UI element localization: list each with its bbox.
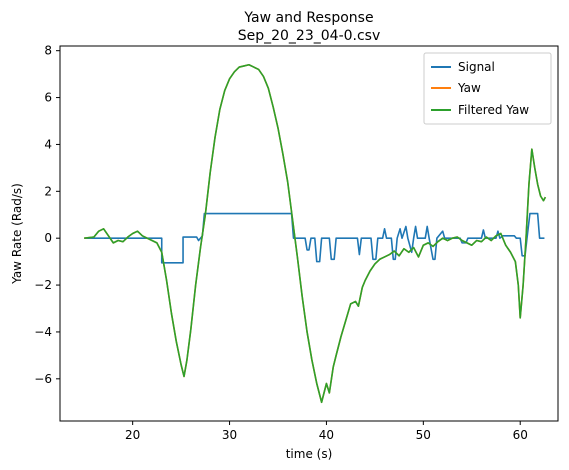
legend-label-filtered-yaw: Filtered Yaw bbox=[458, 103, 529, 117]
y-tick-label: 4 bbox=[44, 137, 52, 151]
legend-box bbox=[423, 52, 552, 125]
legend-label-yaw: Yaw bbox=[457, 81, 481, 95]
x-tick-label: 30 bbox=[222, 428, 237, 442]
y-axis-label: Yaw Rate (Rad/s) bbox=[10, 183, 24, 285]
y-axis: −6 −4 −2 0 2 4 6 8 bbox=[34, 44, 60, 386]
filtered-yaw-line bbox=[84, 63, 547, 404]
x-tick-label: 40 bbox=[319, 428, 334, 442]
legend-label-signal: Signal bbox=[458, 60, 495, 74]
y-tick-label: −6 bbox=[34, 372, 52, 386]
x-axis: 20 30 40 50 60 bbox=[125, 421, 528, 442]
y-tick-label: −2 bbox=[34, 278, 52, 292]
legend: Signal Yaw Filtered Yaw bbox=[423, 52, 552, 125]
signal-line bbox=[84, 212, 545, 264]
x-tick-label: 60 bbox=[513, 428, 528, 442]
y-tick-label: 6 bbox=[44, 91, 52, 105]
x-axis-label: time (s) bbox=[286, 447, 333, 461]
y-tick-label: 2 bbox=[44, 184, 52, 198]
y-tick-label: 0 bbox=[44, 231, 52, 245]
axes-frame bbox=[59, 45, 559, 422]
x-tick-label: 20 bbox=[125, 428, 140, 442]
y-tick-label: 8 bbox=[44, 44, 52, 58]
plot-area bbox=[84, 63, 547, 404]
chart-title: Yaw and Response bbox=[243, 10, 373, 26]
chart-subtitle: Sep_20_23_04-0.csv bbox=[238, 28, 381, 44]
y-tick-label: −4 bbox=[34, 325, 52, 339]
x-tick-label: 50 bbox=[416, 428, 431, 442]
